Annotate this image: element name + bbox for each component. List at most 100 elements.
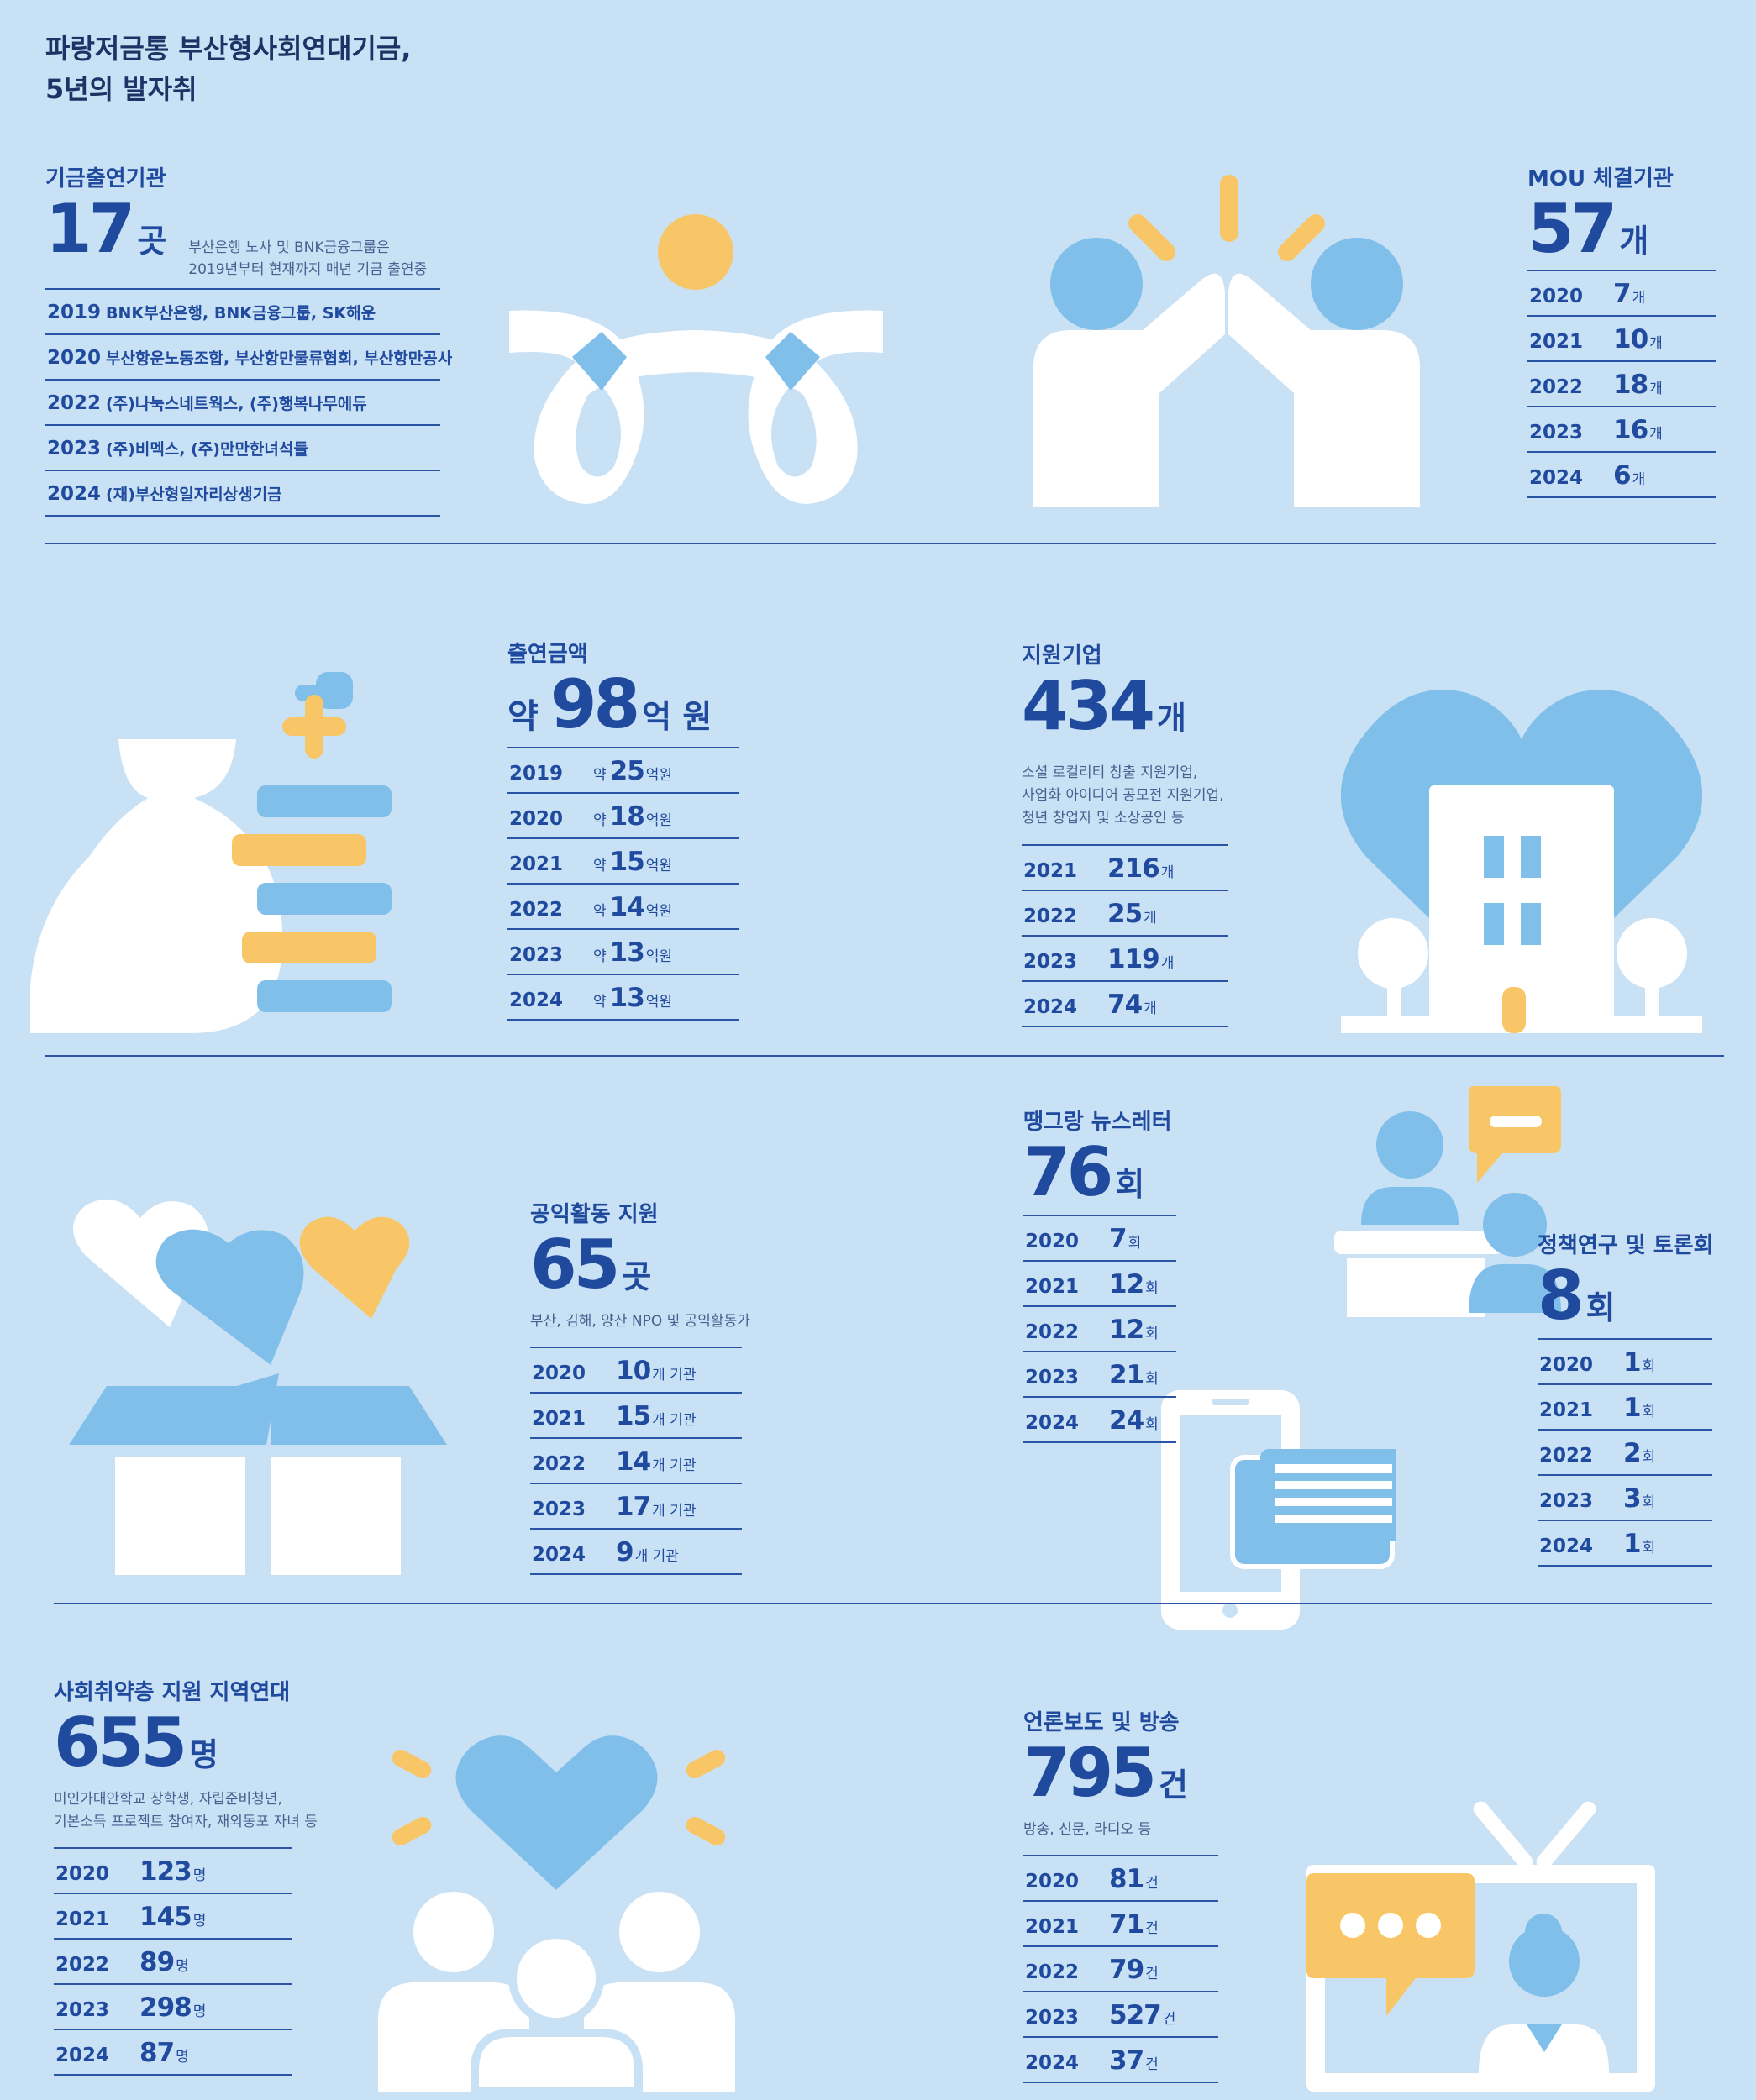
contribution-block: 출연금액 약 98 억 원 2019 약 25 억원 2020 약 18 억원 2021 약 1…: [507, 637, 739, 1021]
row-value: 10: [616, 1356, 651, 1387]
row-unit: 개: [1649, 335, 1663, 352]
vulnerable-description: 미인가대안학교 장학생, 자립준비청년, 기본소득 프로젝트 참여자, 재외동포…: [54, 1788, 318, 1834]
row-unit: 명: [192, 1913, 207, 1930]
row-value: 13: [609, 937, 645, 968]
row-unit: 억원: [645, 994, 673, 1011]
row-value: 14: [609, 892, 645, 922]
table-row: 2020 7 개: [1527, 271, 1716, 317]
row-unit: 억원: [645, 858, 673, 874]
headline-unit: 명: [189, 1736, 218, 1773]
row-year: 2021: [1023, 859, 1078, 882]
page-title: 파랑저금통 부산형사회연대기금, 5년의 발자취: [45, 29, 411, 109]
row-value: 87: [139, 2038, 175, 2069]
headline-unit: 개: [1619, 223, 1649, 260]
row-year: 2023: [1025, 2007, 1080, 2029]
table-row: 2024 37 건: [1023, 2038, 1218, 2084]
media-description: 방송, 신문, 라디오 등: [1023, 1821, 1152, 1838]
row-year: 2024: [1023, 995, 1078, 1018]
row-unit: 회: [1145, 1326, 1159, 1342]
headline-number: 57: [1527, 190, 1617, 268]
table-row: 2022 14 개 기관: [530, 1439, 742, 1485]
table-row: 2019 약 25 억원: [507, 748, 739, 794]
row-value: 79: [1109, 1955, 1144, 1986]
mou-rows: 2020 7 개 2021 10 개 2022 18 개 2023 16 개 2024 6 개: [1527, 270, 1716, 498]
media-block: 언론보도 및 방송 795 건 방송, 신문, 라디오 등 2020 81 건 20…: [1023, 1705, 1218, 2084]
row-unit: 회: [1145, 1416, 1159, 1433]
table-row: 2024 약 13 억원: [507, 975, 739, 1021]
companies-rows: 2021 216 개 2022 25 개 2023 119 개 2024 74 개: [1022, 843, 1228, 1027]
headline-number: 76: [1023, 1133, 1113, 1211]
table-row: 2024 6 개: [1527, 453, 1716, 498]
row-unit: 개: [1160, 864, 1175, 881]
row-year: 2021: [1025, 1916, 1080, 1939]
row-unit: 개: [1632, 471, 1646, 488]
phone-message-icon: [1161, 1390, 1396, 1630]
row-unit: 억원: [645, 767, 673, 784]
row-value: 216: [1107, 853, 1160, 884]
row-unit: 억원: [645, 948, 673, 965]
row-year: 2020: [47, 346, 102, 369]
tv-chat-icon: [1306, 1801, 1655, 2092]
row-unit: 개 기관: [652, 1503, 697, 1520]
row-unit: 회: [1642, 1540, 1656, 1557]
headline-unit: 개: [1157, 700, 1186, 737]
row-unit: 억원: [645, 812, 673, 829]
table-row: 2020 1 회: [1538, 1340, 1712, 1385]
mou-block: MOU 체결기관 57 개 2020 7 개 2021 10 개 2022 18 개 202…: [1527, 161, 1716, 498]
headline-unit: 건: [1159, 1767, 1188, 1803]
media-headline: 795 건: [1023, 1740, 1218, 1807]
row-unit: 명: [192, 1867, 207, 1885]
headline-number: 98: [549, 665, 640, 743]
table-row: 2022 18 개: [1527, 362, 1716, 407]
table-row: 2021 약 15 억원: [507, 839, 739, 885]
row-unit: 회: [1642, 1404, 1656, 1420]
row-value: 6: [1613, 460, 1632, 491]
note-line-2: 2019년부터 현재까지 매년 기금 출연중: [188, 261, 428, 279]
headline-number: 65: [530, 1226, 620, 1304]
row-value: 1: [1623, 1347, 1642, 1378]
table-row: 2021 15 개 기관: [530, 1394, 742, 1440]
headline-unit: 억 원: [642, 698, 712, 735]
row-year: 2022: [1529, 376, 1584, 398]
table-row: 2021 10 개: [1527, 317, 1716, 362]
table-row: 2020 123 명: [54, 1849, 292, 1895]
row-year: 2022: [1025, 1321, 1080, 1343]
row-year: 2020: [1025, 1231, 1080, 1252]
row-prefix: 약: [593, 948, 607, 965]
row-year: 2023: [1529, 422, 1584, 444]
row-unit: 회: [1642, 1358, 1656, 1375]
row-value: 25: [1107, 898, 1143, 929]
row-prefix: 약: [593, 994, 607, 1011]
row-value: 18: [609, 801, 645, 832]
row-value: 12: [1109, 1269, 1144, 1299]
table-row: 2023 119 개: [1022, 937, 1228, 982]
row-value: 3: [1623, 1483, 1642, 1514]
table-row: 2024 74 개: [1022, 982, 1228, 1027]
row-value: 74: [1107, 989, 1143, 1020]
row-value: 14: [616, 1446, 651, 1478]
row-year: 2019: [509, 763, 564, 785]
table-row: 2023 3 회: [1538, 1476, 1712, 1521]
newsletter-headline: 76 회: [1023, 1139, 1176, 1206]
headline-unit: 곳: [137, 223, 167, 260]
table-row: 2023 약 13 억원: [507, 930, 739, 975]
table-row: 2021 145 명: [54, 1894, 292, 1940]
row-year: 2020: [55, 1863, 110, 1886]
row-unit: 회: [1642, 1494, 1656, 1511]
row-unit: 개: [1649, 426, 1663, 443]
row-year: 2019: [47, 301, 102, 323]
policy-block: 정책연구 및 토론회 8 회 2020 1 회 2021 1 회 2022 2 회 2023…: [1538, 1228, 1713, 1567]
public-activity-block: 공익활동 지원 65 곳 부산, 김해, 양산 NPO 및 공익활동가 2020…: [530, 1197, 750, 1576]
table-row: 2022 (주)나눅스네트웍스, (주)행복나무에듀: [45, 381, 440, 426]
table-row: 2021 12 회: [1023, 1262, 1176, 1307]
row-value: 15: [616, 1401, 651, 1432]
row-year: 2021: [1539, 1399, 1594, 1421]
table-row: 2020 7 회: [1023, 1216, 1176, 1262]
row-value: 25: [609, 756, 645, 786]
headline-prefix: 약: [507, 697, 539, 736]
row-unit: 건: [1145, 1920, 1159, 1938]
headline-note: 부산은행 노사 및 BNK금융그룹은 2019년부터 현재까지 매년 기금 출연…: [188, 237, 427, 281]
people-heart-icon: [378, 1735, 735, 2092]
table-row: 2024 87 명: [54, 2030, 292, 2076]
